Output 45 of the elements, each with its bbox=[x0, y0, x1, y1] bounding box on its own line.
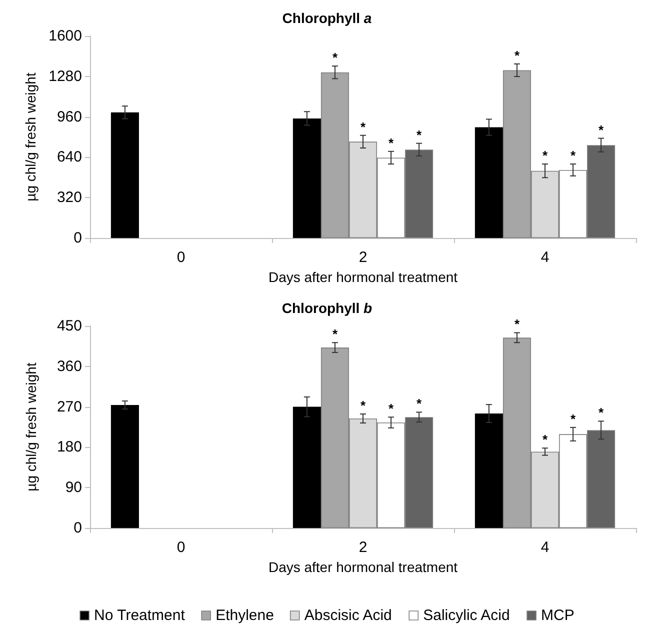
x-tick-label: 0 bbox=[176, 249, 186, 266]
y-tick-label: 180 bbox=[56, 438, 82, 456]
data-label: * bbox=[360, 398, 366, 413]
x-tick-label: 2 bbox=[358, 539, 368, 556]
y-tick-label: 90 bbox=[65, 479, 82, 496]
data-label: * bbox=[360, 119, 366, 134]
data-label: * bbox=[514, 316, 520, 332]
data-label: * bbox=[416, 127, 423, 142]
data-label: * bbox=[598, 405, 605, 420]
data-label: * bbox=[598, 122, 605, 138]
data-label: * bbox=[570, 411, 576, 426]
y-tick-label: 320 bbox=[56, 189, 82, 206]
data-label: * bbox=[388, 135, 394, 150]
y-tick-label: 1600 bbox=[48, 28, 82, 44]
data-label: * bbox=[332, 326, 338, 342]
data-label: * bbox=[542, 432, 548, 448]
legend-label: Ethylene bbox=[216, 607, 274, 624]
legend-label: Abscisic Acid bbox=[304, 607, 392, 624]
data-label: * bbox=[416, 396, 423, 412]
y-tick-label: 0 bbox=[74, 520, 82, 536]
y-axis-title: µg chl/g fresh weight bbox=[23, 362, 39, 492]
y-tick-label: 270 bbox=[56, 398, 82, 416]
y-tick-label: 640 bbox=[56, 148, 82, 166]
legend-label: Salicylic Acid bbox=[423, 607, 510, 624]
data-label: * bbox=[388, 401, 394, 416]
legend-label: No Treatment bbox=[94, 607, 186, 624]
x-tick-label: 2 bbox=[358, 249, 368, 266]
x-tick-label: 0 bbox=[176, 539, 186, 556]
x-tick-label: 4 bbox=[540, 539, 550, 556]
legend-label: MCP bbox=[541, 607, 574, 624]
data-label: * bbox=[542, 148, 548, 164]
data-label: * bbox=[570, 148, 576, 164]
x-axis-title: Days after hormonal treatment bbox=[268, 558, 458, 575]
y-tick-label: 450 bbox=[56, 318, 82, 334]
y-tick-label: 0 bbox=[74, 230, 82, 246]
y-tick-label: 960 bbox=[56, 108, 82, 126]
x-tick-label: 4 bbox=[540, 249, 550, 266]
y-axis-title: µg chl/g fresh weight bbox=[22, 72, 39, 202]
chart-title: Chlorophyll b bbox=[282, 300, 373, 316]
data-label: * bbox=[514, 48, 520, 63]
y-tick-label: 360 bbox=[56, 358, 82, 375]
data-label: * bbox=[332, 50, 338, 66]
y-tick-label: 1280 bbox=[48, 68, 82, 85]
chart-title: Chlorophyll a bbox=[282, 10, 372, 26]
x-axis-title: Days after hormonal treatment bbox=[268, 268, 458, 285]
